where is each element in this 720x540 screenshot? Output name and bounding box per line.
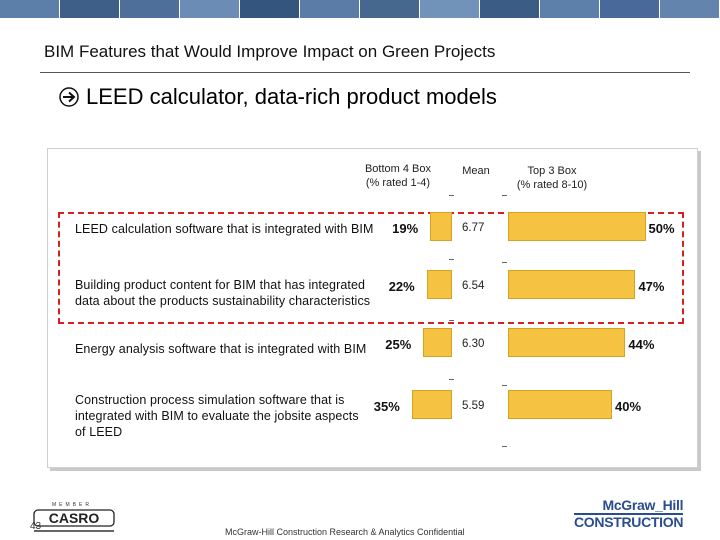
bar-top-label: 40% [615,399,642,414]
bar-bottom-label: 19% [392,221,419,236]
bullet-text: LEED calculator, data-rich product model… [86,84,497,109]
row-label: LEED calculation software that is integr… [75,222,374,236]
row-label: Energy analysis software that is integra… [75,342,367,356]
page-number: 43 [30,521,42,532]
mean-value: 6.54 [462,280,485,292]
highlight-box [58,212,684,324]
tick-dash [449,259,454,260]
header-tile [180,0,240,18]
header-tile [480,0,540,18]
header-bottom-line1: Bottom 4 Box [364,163,432,175]
footer-confidential: McGraw-Hill Construction Research & Anal… [225,527,465,537]
bar-bottom-box [411,390,452,419]
bar-top-box [508,212,646,241]
logo-line-1: McGraw_Hill [574,498,683,515]
bar-bottom-label: 22% [388,279,415,294]
bullet-point: LEED calculator, data-rich product model… [58,84,497,110]
header-tile [540,0,600,18]
header-tile [240,0,300,18]
casro-logo: MEMBER CASRO [33,502,115,532]
mean-value: 6.77 [462,222,485,234]
tick-dash [449,195,454,196]
tick-dash [502,262,507,263]
tick-dash [502,385,507,386]
bar-bottom-box [430,212,452,241]
bar-bottom-label: 25% [385,337,412,352]
bar-top-box [508,390,612,419]
title-divider [40,72,690,73]
bar-bottom-label: 35% [373,399,400,414]
mean-value: 5.59 [462,400,485,412]
header-tile [60,0,120,18]
mcgraw-hill-logo: McGraw_Hill CONSTRUCTION [574,498,683,530]
row-label: Building product content for BIM that ha… [75,278,371,308]
header-top-box: Top 3 Box (% rated 8-10) [500,164,604,192]
bar-bottom-box [426,270,452,299]
arrow-right-icon [59,87,79,107]
bar-top-label: 44% [628,337,655,352]
bar-top-label: 47% [638,279,665,294]
header-bottom-box: Bottom 4 Box (% rated 1-4) [350,162,446,190]
tick-dash [502,446,507,447]
mean-value: 6.30 [462,338,485,350]
header-tile [300,0,360,18]
header-tile [420,0,480,18]
casro-logo-text: CASRO [49,510,100,526]
header-top-line2: (% rated 8-10) [516,179,588,191]
header-bottom-line2: (% rated 1-4) [365,177,431,189]
tick-dash [449,320,454,321]
header-tile [120,0,180,18]
header-tile-strip [0,0,720,18]
row-label: Construction process simulation software… [75,393,359,439]
tick-dash [449,379,454,380]
tick-dash [502,195,507,196]
header-top-line1: Top 3 Box [527,165,577,177]
bar-top-box [508,270,636,299]
bar-top-label: 50% [648,221,675,236]
header-mean: Mean [462,165,490,177]
header-tile [360,0,420,18]
header-tile [0,0,60,18]
header-tile [600,0,660,18]
header-tile [660,0,720,18]
bar-bottom-box [423,328,452,357]
casro-member-text: MEMBER [52,502,92,508]
logo-line-2: CONSTRUCTION [574,514,684,530]
bar-top-box [508,328,626,357]
slide-title: BIM Features that Would Improve Impact o… [44,42,496,61]
